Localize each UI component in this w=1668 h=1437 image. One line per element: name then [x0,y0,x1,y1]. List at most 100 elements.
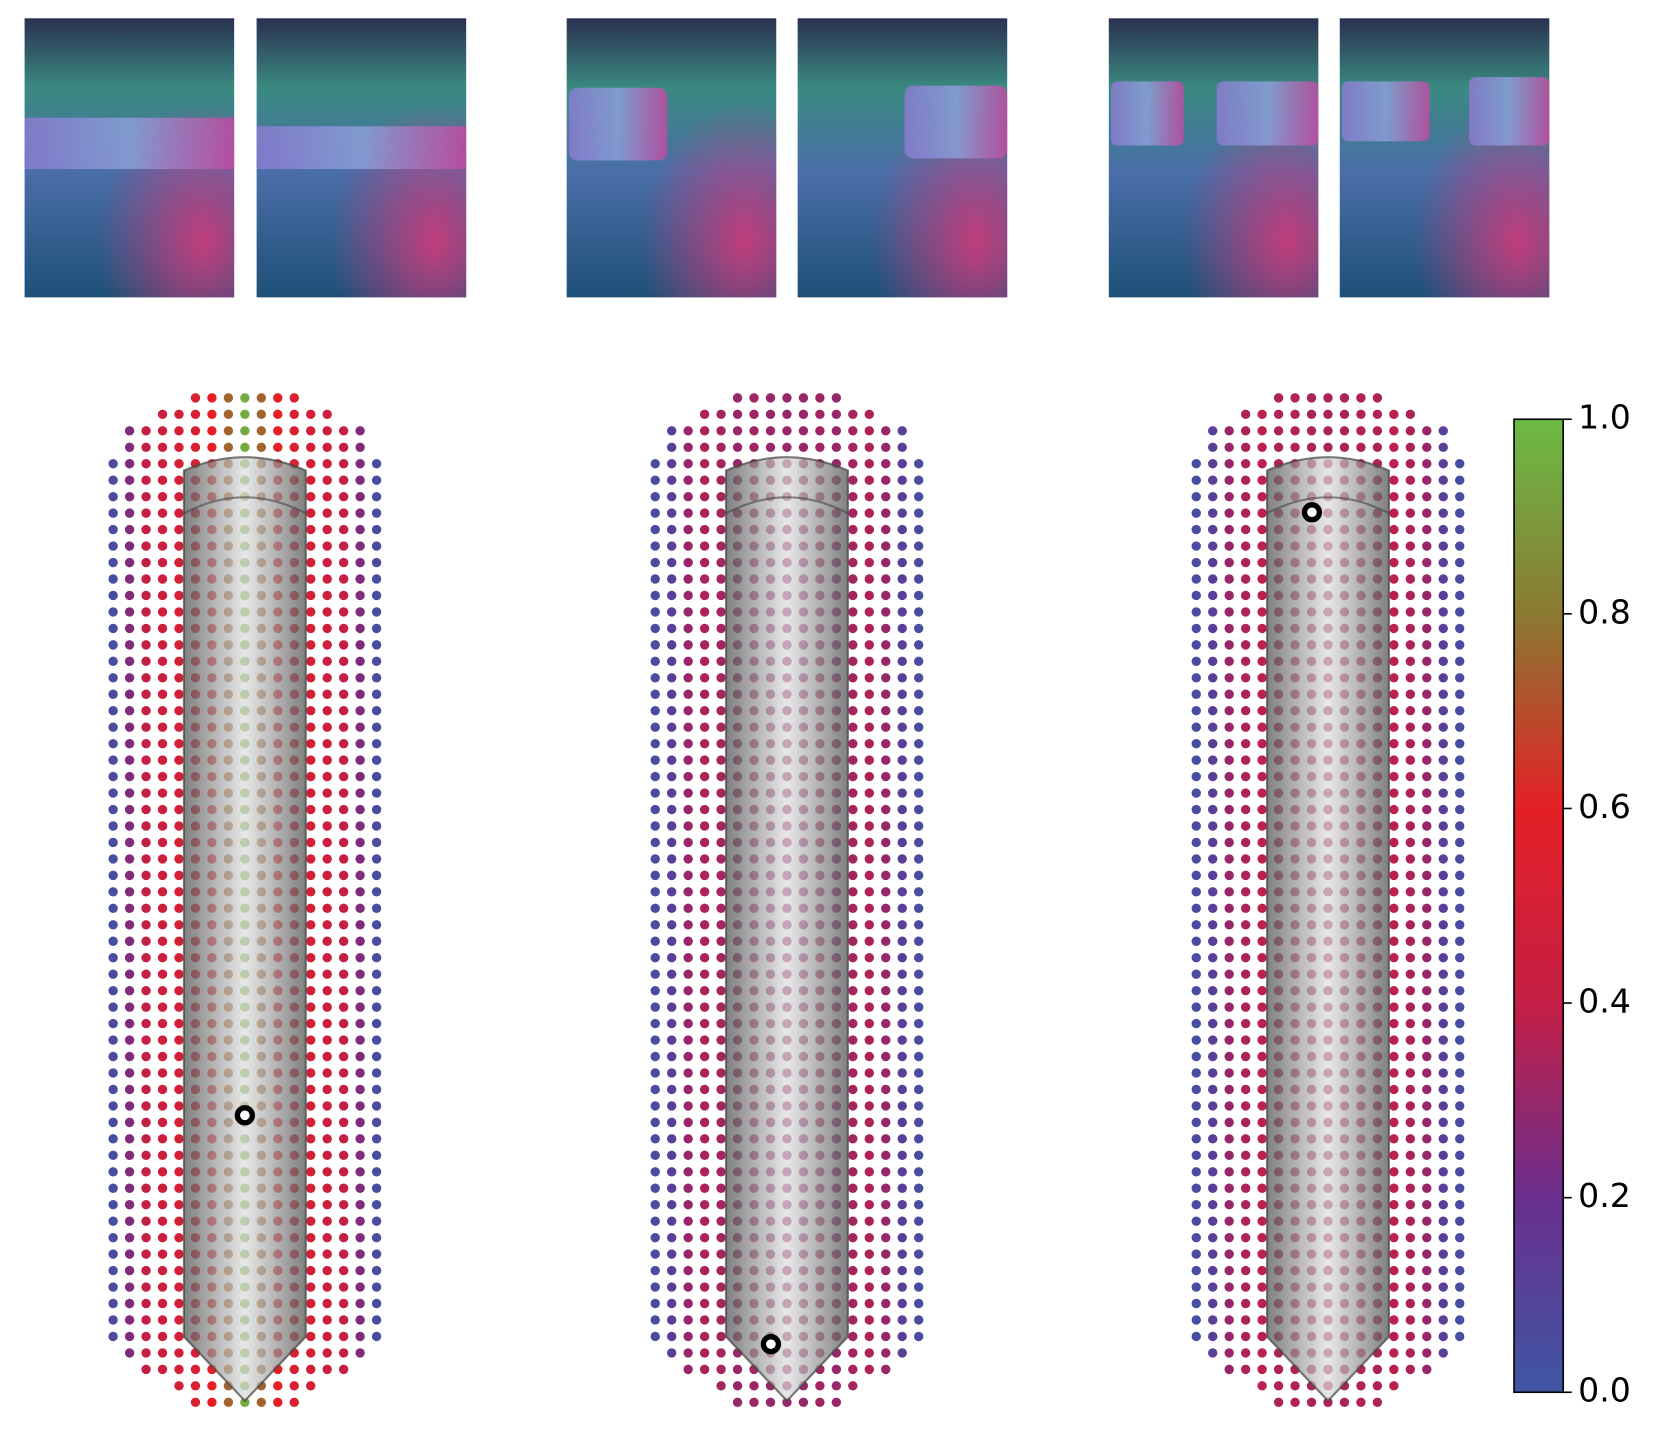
dot [322,969,332,979]
dot [699,1068,710,1078]
dot [124,459,135,469]
dot [683,1216,693,1226]
dot [848,1315,858,1325]
dot [322,442,332,452]
dot [338,837,349,848]
dot [650,854,660,864]
dot [699,1315,710,1325]
dot [1405,1364,1416,1375]
dot [913,837,924,848]
dot [1240,804,1251,815]
dot [683,1002,693,1012]
dot [174,1134,184,1144]
dot [666,738,677,749]
dot [1455,541,1465,551]
dot [881,804,891,815]
dot [650,475,660,485]
dot [650,1002,660,1012]
dot [141,706,151,716]
dot [190,1397,201,1408]
dot [683,887,693,897]
dot [1257,1035,1267,1045]
dot [371,985,382,996]
dot [1257,1117,1267,1128]
dot [913,936,924,946]
dot [1438,985,1448,996]
dot [141,1216,151,1226]
dot [322,985,332,996]
dot [141,1084,151,1095]
dot [157,953,168,963]
dot [322,475,332,485]
dot [371,755,382,765]
dot [881,442,891,452]
dot [1422,1150,1432,1161]
dot [289,409,299,420]
dot [124,1002,135,1012]
dot [1240,1167,1251,1177]
dot [650,1084,660,1095]
dot [174,1051,184,1062]
dot [306,426,316,436]
dot [897,1117,907,1128]
dot [848,1200,858,1210]
dot [1455,870,1465,881]
dot [848,1348,858,1358]
dot [1438,771,1448,782]
dot [1240,920,1251,930]
dot [864,1051,874,1062]
dot [1389,475,1399,485]
dot [1240,1249,1251,1259]
dot [848,1167,858,1177]
dot [1422,985,1432,996]
dot [650,1232,660,1243]
dot [666,640,677,650]
dot [1405,854,1416,864]
dot [1405,804,1416,815]
dot [141,1265,151,1276]
dot [699,755,710,765]
dot [273,1381,283,1391]
dot [1455,1134,1465,1144]
dot [108,755,118,765]
dot [650,689,660,699]
dot [848,1249,858,1259]
dot [1389,1084,1399,1095]
dot [683,1183,693,1193]
dot [1257,969,1267,979]
dot [108,903,118,914]
dot [1240,1200,1251,1210]
dot [1240,969,1251,979]
dot [124,1051,135,1062]
dot [355,590,365,601]
dot [1422,491,1432,502]
dot [289,393,299,403]
dot [897,903,907,914]
dot [338,1035,349,1045]
dot [306,1265,316,1276]
dot [1422,1331,1432,1342]
dot [174,854,184,864]
dot [1224,491,1234,502]
dot [881,1134,891,1144]
dot [716,1183,726,1193]
dot [864,623,874,634]
dot [831,1364,842,1375]
dot [1257,409,1267,420]
dot [1208,1084,1218,1095]
dot [157,607,168,617]
dot [355,788,365,798]
dot [716,821,726,831]
dot [864,590,874,601]
dot [666,1265,677,1276]
dot [338,706,349,716]
dot [124,903,135,914]
dot [338,1265,349,1276]
dot [1389,1068,1399,1078]
dot [338,1282,349,1292]
dot [1240,821,1251,831]
dot [1208,1117,1218,1128]
dot [157,788,168,798]
dot [1240,1035,1251,1045]
dot [765,1397,776,1408]
